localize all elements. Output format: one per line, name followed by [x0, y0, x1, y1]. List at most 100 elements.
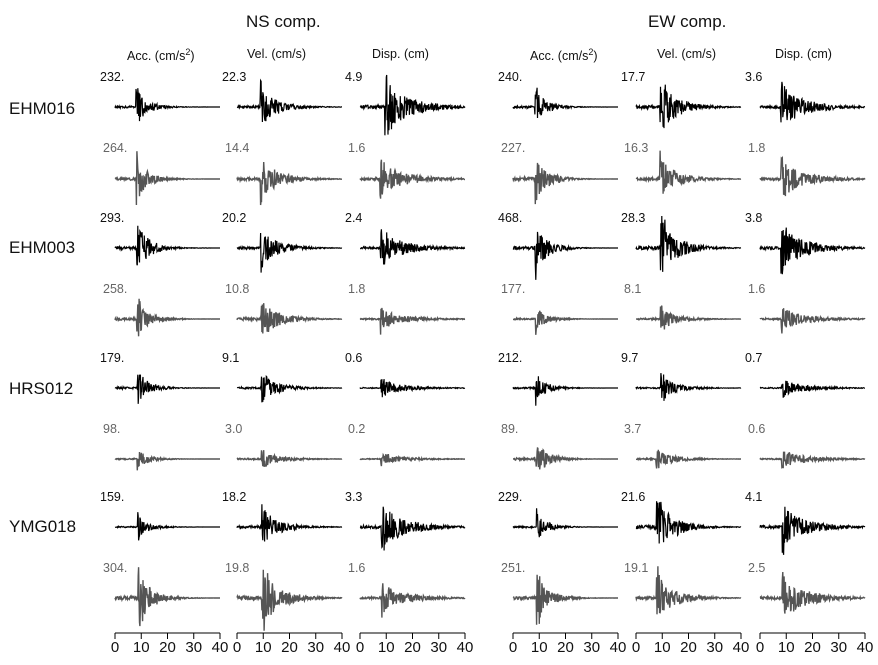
peak-value-hrs012-synthetic-ew-disp: 0.6 — [748, 422, 766, 436]
peak-value-ehm016-synthetic-ew-disp: 1.8 — [748, 141, 766, 155]
peak-value-ehm003-synthetic-ns-vel: 10.8 — [225, 282, 250, 296]
peak-value-ehm016-synthetic-ew-acc: 227. — [501, 141, 526, 155]
trace-ymg018-synthetic-ns-vel — [236, 569, 343, 631]
trace-hrs012-observed-ns-disp — [359, 378, 466, 398]
trace-ymg018-observed-ns-vel — [236, 504, 343, 542]
trace-ymg018-synthetic-ew-vel — [635, 566, 742, 615]
x-tick-label-ns-vel-30: 30 — [307, 639, 325, 656]
trace-ehm003-synthetic-ns-acc — [114, 298, 220, 337]
trace-hrs012-observed-ew-disp — [759, 380, 865, 398]
trace-ehm016-observed-ns-acc — [114, 88, 220, 122]
x-tick-label-ns-disp-20: 20 — [404, 639, 421, 656]
trace-ymg018-synthetic-ew-disp — [759, 571, 866, 614]
x-tick-label-ns-acc-40: 40 — [211, 639, 229, 656]
peak-value-ymg018-synthetic-ew-disp: 2.5 — [748, 561, 766, 575]
peak-value-ehm016-synthetic-ew-vel: 16.3 — [624, 141, 649, 155]
ew-disp-header: Disp. (cm) — [775, 47, 832, 61]
x-tick-label-ew-vel-10: 10 — [653, 639, 671, 656]
trace-ehm016-observed-ns-disp — [359, 74, 466, 136]
trace-ehm003-observed-ew-vel — [635, 215, 742, 272]
x-tick-label-ns-acc-10: 10 — [132, 639, 150, 656]
ew-acc-header: Acc. (cm/s2) — [530, 47, 598, 63]
x-tick-label-ns-vel-10: 10 — [254, 639, 272, 656]
trace-ehm016-observed-ew-acc — [512, 87, 618, 119]
ew-acc-header-text: Acc. (cm/s — [530, 49, 589, 64]
peak-value-ehm016-observed-ew-disp: 3.6 — [745, 70, 763, 84]
ns-component-title: NS comp. — [246, 12, 321, 31]
peak-value-ymg018-synthetic-ns-vel: 19.8 — [225, 561, 250, 575]
x-tick-label-ns-disp-10: 10 — [377, 639, 395, 656]
peak-value-ehm016-observed-ns-disp: 4.9 — [345, 70, 363, 84]
peak-value-ehm016-synthetic-ns-vel: 14.4 — [225, 141, 250, 155]
peak-value-hrs012-observed-ns-acc: 179. — [100, 351, 125, 365]
trace-hrs012-observed-ns-acc — [114, 374, 220, 404]
trace-ehm003-synthetic-ew-vel — [636, 305, 742, 330]
peak-value-ehm003-synthetic-ew-vel: 8.1 — [624, 282, 642, 296]
station-label-hrs012: HRS012 — [9, 379, 74, 398]
peak-value-ehm003-observed-ns-vel: 20.2 — [222, 211, 247, 225]
ew-vel-header: Vel. (cm/s) — [657, 47, 717, 61]
peak-value-ehm016-observed-ew-acc: 240. — [498, 70, 523, 84]
trace-ehm003-synthetic-ew-acc — [513, 310, 618, 335]
trace-ehm003-synthetic-ns-disp — [359, 307, 466, 335]
x-tick-label-ns-disp-0: 0 — [355, 639, 365, 656]
x-tick-label-ns-acc-0: 0 — [110, 639, 120, 656]
ew-acc-header-sup: 2 — [588, 47, 594, 57]
ns-acc-header-tail: ) — [190, 49, 195, 64]
peak-value-ehm003-synthetic-ns-disp: 1.8 — [348, 282, 366, 296]
trace-ymg018-synthetic-ew-acc — [512, 574, 618, 625]
peak-value-ehm003-observed-ew-vel: 28.3 — [621, 211, 646, 225]
x-tick-label-ew-vel-40: 40 — [732, 639, 750, 656]
trace-hrs012-observed-ew-acc — [512, 376, 618, 406]
peak-value-ehm003-observed-ns-acc: 293. — [100, 211, 125, 225]
peak-value-ehm016-observed-ns-vel: 22.3 — [222, 70, 247, 84]
station-label-ehm016: EHM016 — [9, 99, 76, 118]
trace-ymg018-observed-ns-acc — [114, 512, 220, 541]
peak-value-ehm003-observed-ns-disp: 2.4 — [345, 211, 363, 225]
peak-value-hrs012-synthetic-ns-vel: 3.0 — [225, 422, 243, 436]
x-tick-label-ns-disp-40: 40 — [456, 639, 474, 656]
x-tick-label-ew-acc-0: 0 — [508, 639, 518, 656]
peak-value-ehm016-observed-ns-acc: 232. — [100, 70, 125, 84]
trace-hrs012-synthetic-ns-vel — [236, 450, 343, 467]
trace-ehm003-observed-ns-acc — [114, 225, 220, 266]
peak-value-hrs012-synthetic-ew-acc: 89. — [501, 422, 519, 436]
peak-value-ymg018-observed-ew-vel: 21.6 — [621, 490, 646, 504]
peak-value-ehm016-observed-ew-vel: 17.7 — [621, 70, 646, 84]
x-tick-label-ew-acc-10: 10 — [530, 639, 548, 656]
x-tick-label-ns-vel-20: 20 — [281, 639, 298, 656]
trace-ehm003-synthetic-ew-disp — [759, 308, 866, 334]
station-label-ymg018: YMG018 — [9, 517, 77, 536]
peak-value-ymg018-synthetic-ns-acc: 304. — [103, 561, 128, 575]
peak-value-ymg018-synthetic-ew-vel: 19.1 — [624, 561, 649, 575]
trace-ehm003-observed-ns-vel — [236, 232, 343, 273]
x-tick-label-ew-disp-40: 40 — [856, 639, 874, 656]
ns-acc-header-text: Acc. (cm/s — [127, 49, 186, 64]
trace-ymg018-synthetic-ns-disp — [359, 583, 466, 618]
x-tick-label-ew-disp-30: 30 — [830, 639, 848, 656]
peak-value-hrs012-observed-ew-disp: 0.7 — [745, 351, 763, 365]
peak-value-ymg018-observed-ew-acc: 229. — [498, 490, 523, 504]
x-tick-label-ew-acc-30: 30 — [583, 639, 601, 656]
trace-ehm003-synthetic-ns-vel — [236, 303, 343, 334]
trace-hrs012-synthetic-ew-acc — [512, 447, 618, 470]
peak-value-ymg018-observed-ns-vel: 18.2 — [222, 490, 247, 504]
x-tick-label-ns-acc-20: 20 — [159, 639, 176, 656]
x-tick-label-ew-disp-0: 0 — [755, 639, 765, 656]
trace-ymg018-observed-ew-vel — [635, 501, 742, 544]
x-tick-label-ew-acc-20: 20 — [557, 639, 574, 656]
trace-hrs012-observed-ew-vel — [635, 373, 742, 401]
trace-ehm016-synthetic-ew-vel — [635, 150, 742, 194]
trace-hrs012-synthetic-ew-vel — [636, 449, 741, 469]
trace-ymg018-observed-ns-disp — [359, 506, 466, 551]
x-tick-label-ew-disp-10: 10 — [777, 639, 795, 656]
x-tick-label-ns-acc-30: 30 — [185, 639, 203, 656]
trace-ymg018-synthetic-ns-acc — [114, 567, 220, 627]
x-tick-label-ew-vel-30: 30 — [706, 639, 724, 656]
station-label-ehm003: EHM003 — [9, 238, 76, 257]
ns-acc-header-sup: 2 — [185, 47, 191, 57]
ns-vel-header: Vel. (cm/s) — [247, 47, 307, 61]
trace-ehm003-observed-ew-acc — [512, 231, 618, 280]
